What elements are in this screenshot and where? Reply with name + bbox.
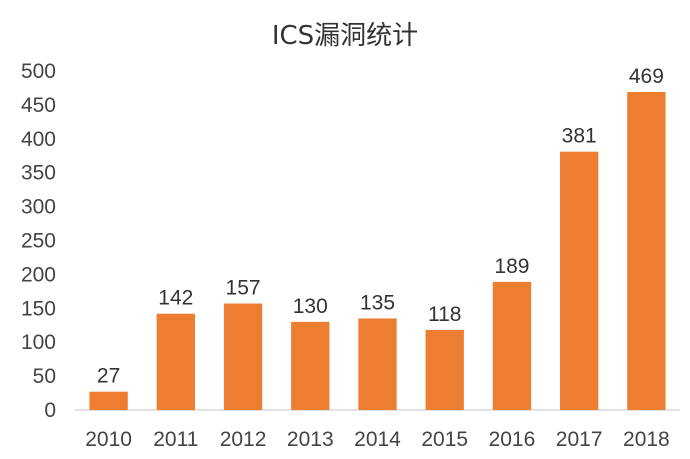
x-tick-label-2012: 2012 xyxy=(220,428,267,451)
data-label-2013: 130 xyxy=(293,295,328,318)
y-tick-label: 100 xyxy=(21,331,56,354)
y-tick-label: 250 xyxy=(21,230,56,253)
data-label-2017: 381 xyxy=(562,125,597,148)
bar-2017 xyxy=(560,151,599,410)
x-tick-label-2015: 2015 xyxy=(421,428,468,451)
x-tick-label-2018: 2018 xyxy=(623,428,670,451)
bar-2010 xyxy=(89,391,128,410)
x-tick-label-2014: 2014 xyxy=(354,428,401,451)
x-tick-label-2016: 2016 xyxy=(489,428,536,451)
data-label-2011: 142 xyxy=(158,287,193,310)
bar-2018 xyxy=(627,92,666,410)
bar-2013 xyxy=(291,321,330,410)
bar-2015 xyxy=(425,329,464,410)
y-tick-label: 400 xyxy=(21,128,56,151)
data-label-2010: 27 xyxy=(97,365,120,388)
y-tick-label: 450 xyxy=(21,94,56,117)
bar-2014 xyxy=(358,318,397,410)
y-tick-label: 50 xyxy=(33,365,56,388)
y-tick-label: 0 xyxy=(44,399,56,422)
data-labels: 27 142 157 130 135 118 189 381 469 xyxy=(97,65,664,388)
y-axis-tick-labels: 0 50 100 150 200 250 300 350 400 450 500 xyxy=(21,60,56,422)
x-tick-label-2013: 2013 xyxy=(287,428,334,451)
y-tick-label: 300 xyxy=(21,196,56,219)
y-tick-label: 350 xyxy=(21,162,56,185)
data-label-2012: 157 xyxy=(226,277,261,300)
data-label-2015: 118 xyxy=(428,303,461,326)
x-tick-label-2011: 2011 xyxy=(153,428,198,451)
bars xyxy=(89,92,666,410)
y-tick-label: 200 xyxy=(21,263,56,286)
x-tick-label-2017: 2017 xyxy=(556,428,603,451)
x-axis-tick-labels: 2010 2011 2012 2013 2014 2015 2016 2017 2018 xyxy=(85,428,669,451)
data-label-2016: 189 xyxy=(494,255,529,278)
bar-2012 xyxy=(223,303,263,410)
x-tick-label-2010: 2010 xyxy=(85,428,132,451)
bar-2016 xyxy=(492,281,532,410)
chart-title: ICS漏洞统计 xyxy=(272,21,418,51)
data-label-2014: 135 xyxy=(360,291,395,314)
y-tick-label: 150 xyxy=(21,297,56,320)
data-label-2018: 469 xyxy=(629,65,664,88)
y-tick-label: 500 xyxy=(21,60,56,83)
bar-2011 xyxy=(156,313,195,410)
